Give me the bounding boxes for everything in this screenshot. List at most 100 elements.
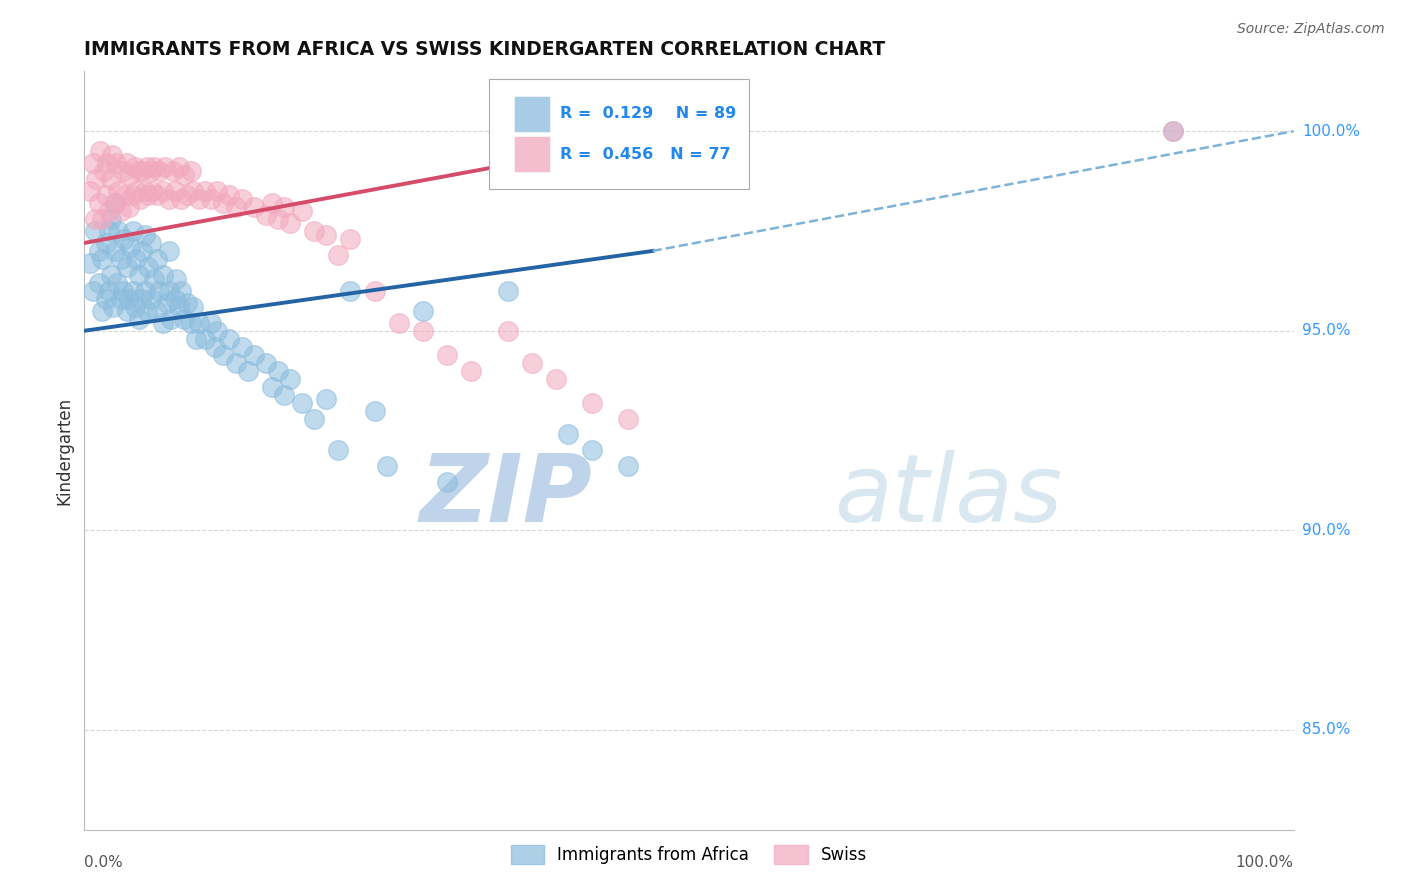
Point — [194, 184, 217, 198]
Point — [157, 244, 180, 258]
Point — [254, 208, 277, 222]
Point — [115, 156, 138, 170]
Point — [97, 224, 120, 238]
Point — [89, 144, 111, 158]
Point — [363, 403, 385, 417]
Point — [141, 184, 163, 198]
Point — [87, 244, 110, 258]
Point — [212, 196, 235, 211]
Point — [165, 184, 187, 198]
Point — [131, 164, 153, 178]
Point — [412, 324, 434, 338]
Point — [157, 192, 180, 206]
Point — [125, 252, 148, 266]
Point — [375, 459, 398, 474]
Point — [200, 192, 222, 206]
Point — [87, 276, 110, 290]
Point — [110, 292, 132, 306]
Point — [1161, 124, 1184, 138]
Point — [207, 184, 229, 198]
Point — [460, 364, 482, 378]
Point — [121, 188, 143, 202]
Point — [315, 227, 337, 242]
Point — [165, 292, 187, 306]
Point — [225, 200, 247, 214]
Point — [125, 184, 148, 198]
Point — [617, 411, 640, 425]
Point — [176, 295, 198, 310]
Text: R =  0.456   N = 77: R = 0.456 N = 77 — [560, 146, 730, 161]
Point — [139, 164, 162, 178]
Point — [260, 379, 283, 393]
Point — [254, 356, 277, 370]
Point — [146, 188, 169, 202]
Point — [436, 475, 458, 490]
Point — [173, 311, 195, 326]
Point — [339, 232, 361, 246]
Point — [79, 256, 101, 270]
Point — [162, 164, 184, 178]
Text: Source: ZipAtlas.com: Source: ZipAtlas.com — [1237, 22, 1385, 37]
Text: 100.0%: 100.0% — [1302, 124, 1360, 139]
Point — [436, 348, 458, 362]
Point — [291, 204, 314, 219]
Point — [112, 232, 135, 246]
Point — [152, 268, 174, 282]
Point — [82, 284, 104, 298]
Point — [204, 340, 226, 354]
Point — [134, 227, 156, 242]
Point — [152, 316, 174, 330]
Point — [97, 284, 120, 298]
Point — [107, 184, 129, 198]
Point — [100, 172, 122, 186]
Point — [84, 212, 107, 227]
Point — [170, 192, 193, 206]
Point — [103, 300, 125, 314]
Y-axis label: Kindergarten: Kindergarten — [55, 396, 73, 505]
Point — [131, 244, 153, 258]
Text: atlas: atlas — [834, 450, 1063, 541]
Point — [207, 324, 229, 338]
Point — [165, 272, 187, 286]
Point — [94, 235, 117, 250]
Point — [231, 340, 253, 354]
Point — [136, 303, 159, 318]
Point — [110, 204, 132, 219]
Point — [128, 164, 150, 178]
Point — [328, 443, 350, 458]
Point — [236, 364, 259, 378]
Point — [181, 300, 204, 314]
Point — [104, 156, 127, 170]
Point — [139, 235, 162, 250]
Text: 100.0%: 100.0% — [1236, 855, 1294, 870]
Point — [273, 200, 295, 214]
Point — [180, 164, 202, 178]
Point — [96, 156, 118, 170]
Point — [143, 272, 166, 286]
Point — [114, 188, 136, 202]
Point — [139, 292, 162, 306]
Point — [138, 188, 160, 202]
Point — [188, 316, 211, 330]
Point — [138, 260, 160, 274]
Point — [84, 224, 107, 238]
Point — [148, 284, 170, 298]
Point — [212, 348, 235, 362]
Point — [315, 392, 337, 406]
Point — [152, 184, 174, 198]
Point — [104, 244, 127, 258]
Text: ZIP: ZIP — [419, 450, 592, 542]
Text: 85.0%: 85.0% — [1302, 723, 1350, 738]
Point — [97, 204, 120, 219]
Point — [91, 252, 114, 266]
Text: R =  0.129    N = 89: R = 0.129 N = 89 — [560, 106, 735, 121]
Point — [176, 188, 198, 202]
Point — [155, 295, 177, 310]
Point — [188, 192, 211, 206]
Point — [118, 200, 141, 214]
Point — [167, 160, 190, 174]
Point — [581, 395, 603, 409]
Point — [218, 188, 240, 202]
Point — [242, 348, 264, 362]
Text: 90.0%: 90.0% — [1302, 523, 1350, 538]
